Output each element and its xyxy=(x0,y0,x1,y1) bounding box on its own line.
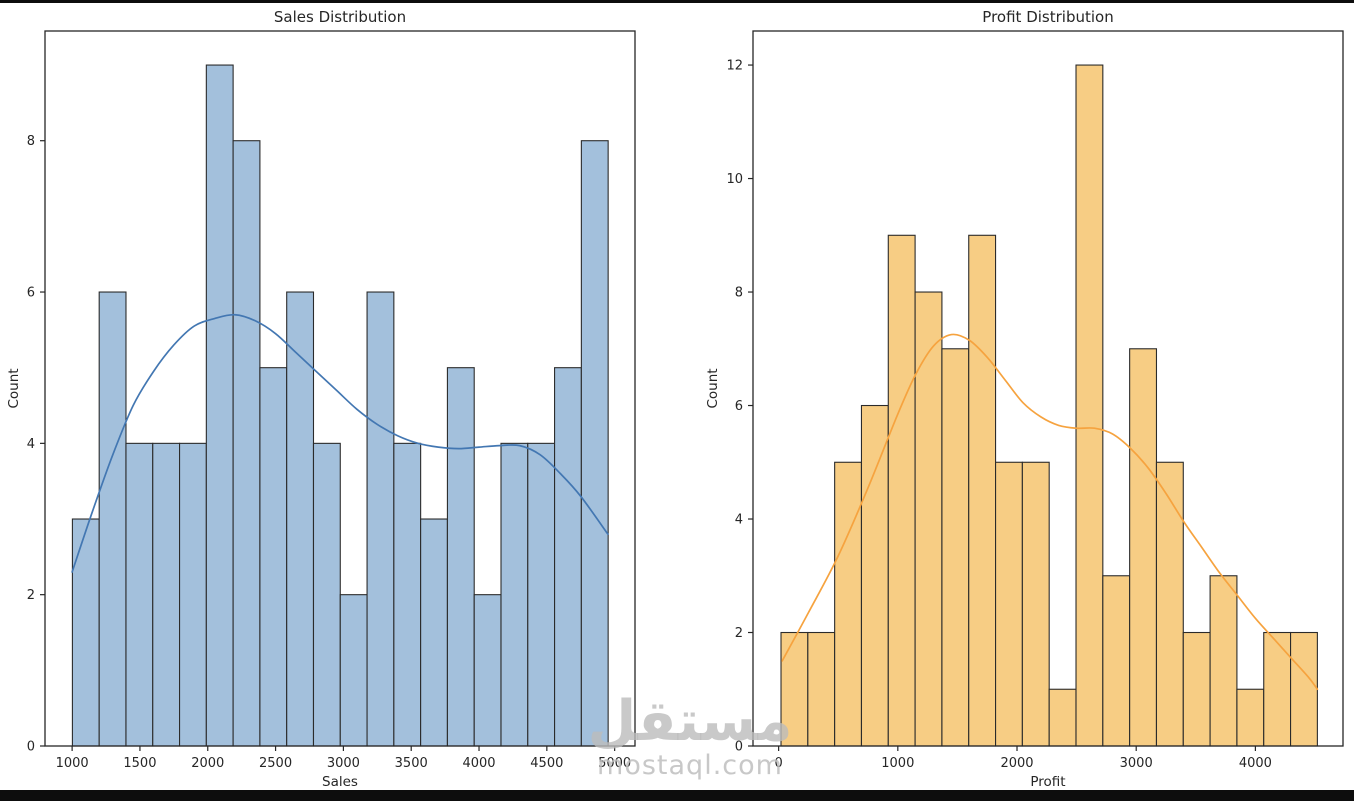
histogram-bar xyxy=(339,594,368,747)
x-tick-label: 3500 xyxy=(395,756,428,771)
y-tick-label: 8 xyxy=(735,286,743,301)
y-tick-label: 4 xyxy=(735,513,743,528)
histogram-bar xyxy=(995,461,1023,747)
x-tick-label: 4000 xyxy=(1239,756,1272,771)
histogram-bar xyxy=(834,461,863,747)
y-tick-label: 2 xyxy=(735,626,743,641)
histogram-bar xyxy=(232,140,261,747)
x-tick-label: 3000 xyxy=(327,756,360,771)
histogram-bar xyxy=(1048,688,1077,747)
histogram-bar xyxy=(286,291,315,747)
histogram-bar xyxy=(780,631,809,747)
histogram-bar xyxy=(807,631,836,747)
histogram-bar xyxy=(152,442,181,747)
y-tick-label: 12 xyxy=(726,59,743,74)
histogram-bar xyxy=(312,442,341,747)
histogram-bar xyxy=(446,367,475,747)
histogram-bar xyxy=(1263,631,1292,747)
y-axis-label: Count xyxy=(705,368,721,408)
histogram-bar xyxy=(1209,575,1238,747)
histogram-bar xyxy=(527,442,556,747)
histogram-bar xyxy=(1102,575,1131,747)
axes-frame xyxy=(752,30,1344,747)
histogram-bar xyxy=(125,442,154,747)
histogram-bar xyxy=(1290,631,1318,747)
x-tick-label: 2000 xyxy=(191,756,224,771)
histogram-bar xyxy=(860,404,889,747)
histogram-bar xyxy=(98,291,127,747)
y-tick-label: 4 xyxy=(27,437,35,452)
x-axis-label: Profit xyxy=(1030,774,1065,790)
y-tick-label: 0 xyxy=(735,740,743,755)
histogram-bar xyxy=(1075,64,1104,747)
x-tick-label: 4500 xyxy=(530,756,563,771)
histogram-bar xyxy=(393,442,422,747)
kde-line xyxy=(781,333,1319,691)
x-tick-label: 2500 xyxy=(259,756,292,771)
histogram-bar xyxy=(887,234,916,747)
histogram-bar xyxy=(554,367,582,747)
y-tick-label: 10 xyxy=(726,172,743,187)
histogram-bar xyxy=(71,518,100,747)
histogram-bar xyxy=(500,442,529,747)
axes-frame xyxy=(44,30,636,747)
x-tick-label: 1500 xyxy=(123,756,156,771)
histogram-bar xyxy=(1236,688,1265,747)
y-axis-label: Count xyxy=(6,368,22,408)
x-axis-label: Sales xyxy=(322,774,358,790)
x-tick-label: 5000 xyxy=(598,756,631,771)
histogram-bar xyxy=(473,594,502,747)
histogram-bar xyxy=(1021,461,1050,747)
histogram-bar xyxy=(259,367,288,747)
histogram-bar xyxy=(580,140,609,747)
chart-title: Profit Distribution xyxy=(982,8,1113,26)
histogram-bar xyxy=(1129,348,1158,747)
x-tick-label: 4000 xyxy=(462,756,495,771)
top-border-bar xyxy=(0,0,1354,3)
histogram-bar xyxy=(1155,461,1184,747)
y-tick-label: 0 xyxy=(27,740,35,755)
chart-title: Sales Distribution xyxy=(274,8,406,26)
x-tick-label: 1000 xyxy=(881,756,914,771)
x-tick-label: 0 xyxy=(774,756,782,771)
y-tick-label: 2 xyxy=(27,588,35,603)
histogram-bar xyxy=(179,442,207,747)
y-tick-label: 8 xyxy=(27,134,35,149)
x-tick-label: 2000 xyxy=(1000,756,1033,771)
histogram-bar xyxy=(366,291,395,747)
x-tick-label: 3000 xyxy=(1120,756,1153,771)
histogram-bar xyxy=(420,518,448,747)
x-tick-label: 1000 xyxy=(56,756,89,771)
bottom-border-bar xyxy=(0,790,1354,801)
histogram-bar xyxy=(941,348,970,747)
histogram-bar xyxy=(914,291,943,747)
kde-line xyxy=(71,313,609,573)
histogram-bar xyxy=(205,64,234,747)
histogram-bar xyxy=(968,234,997,747)
histogram-bar xyxy=(1182,631,1211,747)
y-tick-label: 6 xyxy=(27,286,35,301)
y-tick-label: 6 xyxy=(735,399,743,414)
